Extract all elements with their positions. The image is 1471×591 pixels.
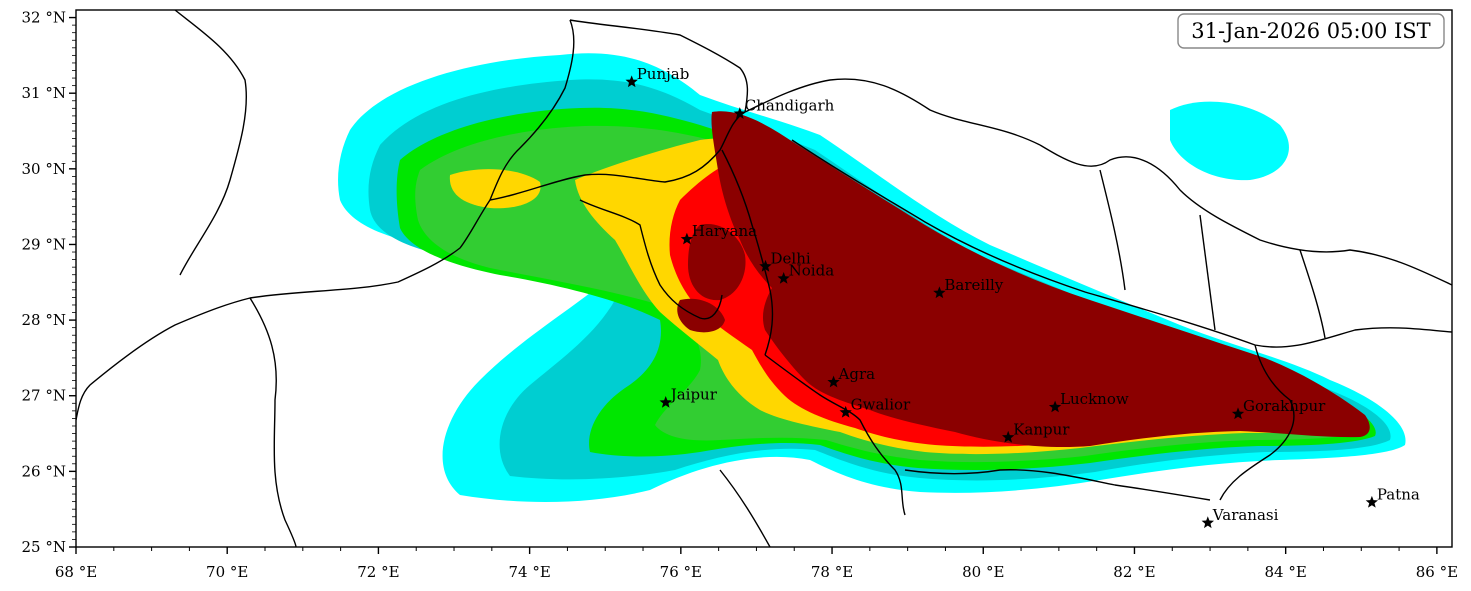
- x-tick-label: 86 °E: [1416, 563, 1458, 581]
- fog-level-cyan-island: [1170, 101, 1289, 181]
- city-marker: Gwalior: [839, 395, 911, 418]
- city-label: Gwalior: [851, 395, 911, 413]
- city-marker: Kanpur: [1002, 420, 1070, 443]
- state-border-up-mp: [904, 469, 1211, 501]
- city-marker: Noida: [777, 262, 835, 284]
- nepal-internal-3: [1299, 249, 1326, 339]
- state-border-haryana-up: [721, 149, 774, 356]
- star-icon: [933, 286, 946, 299]
- admin-boundaries: [76, 10, 1452, 547]
- city-marker: Haryana: [680, 222, 757, 245]
- international-border-north: [569, 19, 749, 113]
- star-icon: [1231, 407, 1245, 420]
- y-tick-label: 25 °N: [22, 538, 66, 556]
- city-label: Noida: [789, 262, 835, 280]
- fog-density-fill: [338, 53, 1406, 502]
- y-tick-label: 29 °N: [22, 235, 66, 253]
- star-icon: [827, 375, 840, 388]
- fog-level-maroon-west: [688, 224, 746, 301]
- nepal-internal-2: [1199, 214, 1216, 331]
- city-label: Varanasi: [1212, 506, 1279, 524]
- city-label: Gorakhpur: [1243, 397, 1326, 415]
- nepal-districts: [1039, 144, 1452, 286]
- star-icon: [625, 75, 638, 88]
- city-label: Jaipur: [669, 386, 718, 404]
- star-icon: [659, 396, 672, 408]
- city-label: Punjab: [637, 65, 690, 83]
- city-label: Haryana: [692, 222, 757, 240]
- x-tick-label: 78 °E: [811, 563, 853, 581]
- x-tick-label: 70 °E: [206, 563, 248, 581]
- x-tick-label: 72 °E: [357, 563, 399, 581]
- city-marker: Agra: [827, 365, 876, 388]
- city-label: Lucknow: [1060, 390, 1129, 408]
- y-tick-label: 30 °N: [22, 160, 66, 178]
- star-icon: [839, 405, 852, 418]
- x-tick-label: 74 °E: [508, 563, 550, 581]
- city-label: Kanpur: [1013, 420, 1070, 438]
- nepal-border: [791, 139, 1452, 348]
- china-border: [744, 78, 1041, 146]
- star-icon: [733, 107, 746, 119]
- city-label: Agra: [838, 365, 876, 383]
- timestamp-text: 31-Jan-2026 05:00 IST: [1191, 19, 1430, 43]
- star-icon: [759, 259, 772, 272]
- star-icon: [680, 232, 694, 245]
- x-tick-label: 82 °E: [1113, 563, 1155, 581]
- fog-level-maroon-west2: [677, 298, 725, 333]
- city-marker: Jaipur: [659, 386, 718, 408]
- state-border-up-bihar: [1219, 344, 1295, 501]
- state-border-punjab-haryana: [489, 111, 746, 201]
- state-border-rajasthan-mp: [764, 354, 906, 516]
- fog-level-maroon: [711, 111, 1370, 448]
- city-marker: Lucknow: [1048, 390, 1129, 413]
- y-tick-label: 32 °N: [22, 9, 66, 27]
- nepal-internal-1: [1099, 169, 1126, 291]
- axis-ticks: 68 °E 70 °E 72 °E 74 °E 76 °E 78 °E 80 °E 82 °E…: [22, 9, 1459, 581]
- city-marker: Punjab: [625, 65, 690, 88]
- city-marker: Delhi: [759, 249, 811, 272]
- plot-frame: [75, 9, 1453, 548]
- x-tick-label: 76 °E: [660, 563, 702, 581]
- y-tick-label: 31 °N: [22, 84, 66, 102]
- y-tick-label: 26 °N: [22, 462, 66, 480]
- international-border: [76, 19, 575, 421]
- star-icon: [1002, 430, 1015, 443]
- city-label: Chandigarh: [745, 97, 835, 115]
- star-icon: [1201, 516, 1214, 529]
- timestamp-box: 31-Jan-2026 05:00 IST: [1177, 13, 1445, 49]
- state-border-mp-south: [719, 469, 771, 547]
- city-marker: Patna: [1365, 485, 1420, 508]
- city-label: Delhi: [771, 249, 811, 267]
- state-border-rajasthan-gujarat: [249, 297, 297, 547]
- city-marker: Varanasi: [1201, 506, 1279, 529]
- star-icon: [1048, 400, 1062, 413]
- state-border-haryana-rajasthan: [579, 199, 723, 320]
- city-label: Patna: [1377, 485, 1420, 503]
- x-tick-label: 84 °E: [1265, 563, 1307, 581]
- star-icon: [1365, 495, 1378, 508]
- y-tick-label: 28 °N: [22, 311, 66, 329]
- city-marker: Bareilly: [933, 276, 1004, 299]
- y-tick-label: 27 °N: [22, 387, 66, 405]
- x-tick-label: 68 °E: [55, 563, 97, 581]
- star-icon: [777, 272, 790, 284]
- state-border-west: [174, 10, 248, 276]
- city-label: Bareilly: [944, 276, 1003, 294]
- city-marker: Gorakhpur: [1231, 397, 1326, 420]
- x-tick-label: 80 °E: [962, 563, 1004, 581]
- city-marker: Chandigarh: [733, 97, 835, 119]
